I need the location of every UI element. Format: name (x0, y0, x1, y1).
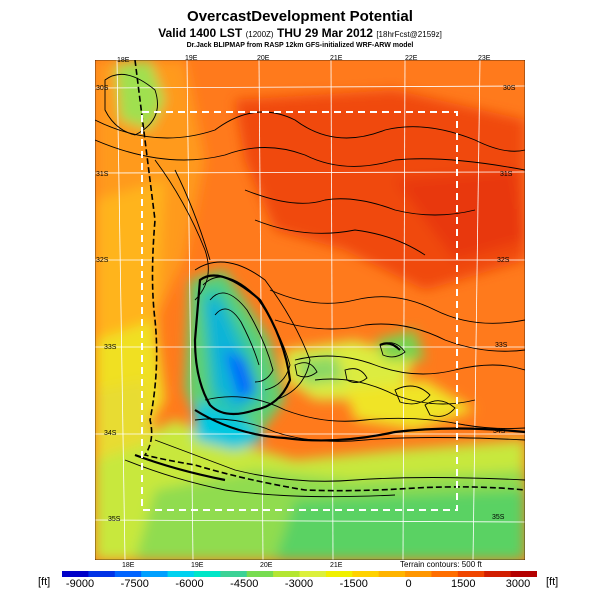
map-title: OvercastDevelopment Potential (187, 8, 413, 25)
forecast-map (95, 60, 525, 560)
lat-label-left-34s: 34S (104, 430, 117, 437)
lon-label-top-20e: 20E (257, 55, 270, 62)
lon-label-top-23e: 23E (478, 55, 491, 62)
inner-domain-box (141, 111, 458, 511)
colorbar-unit-right: [ft] (546, 576, 559, 588)
lon-label-top-19e: 19E (185, 55, 198, 62)
coastline (134, 60, 525, 492)
colorbar-unit-left: [ft] (38, 576, 51, 588)
valid-date: THU 29 Mar 2012 (276, 26, 373, 40)
colorbar-tick-label: 3000 (505, 578, 531, 590)
lon-label-bottom-20e: 20E (260, 562, 273, 569)
lat-label-right-34s: 34S (493, 428, 506, 435)
zero-contour (134, 274, 525, 482)
lat-label-left-32s: 32S (96, 257, 109, 264)
colorbar-swatch (431, 571, 459, 577)
lon-label-bottom-18e: 18E (122, 562, 135, 569)
colorbar-swatch (273, 571, 300, 577)
colorbar-swatch (405, 571, 432, 577)
colorbar-swatch (167, 571, 195, 577)
lon-label-top-22e: 22E (405, 55, 418, 62)
colorbar-swatch (484, 571, 512, 577)
colorbar-swatch (457, 571, 485, 577)
colorbar-swatch (114, 571, 142, 577)
valid-time: Valid 1400 LST (158, 26, 243, 40)
lon-label-bottom-19e: 19E (191, 562, 204, 569)
colorbar-swatch (378, 571, 406, 577)
lat-label-right-32s: 32S (497, 257, 510, 264)
colorbar-swatch (325, 571, 353, 577)
colorbar-tick-label: -7500 (120, 578, 149, 590)
forecast-info: [18hrFcst@2159z] (376, 30, 442, 39)
colorbar-tick-label: -9000 (65, 578, 95, 590)
colorbar-swatch (62, 571, 89, 577)
colorbar-tick-label: -6000 (175, 578, 204, 590)
colorbar-swatch (510, 571, 537, 577)
valid-time-utc: (1200Z) (245, 30, 274, 39)
lon-label-top-18e: 18E (117, 57, 130, 64)
lat-label-left-35s: 35S (108, 516, 121, 523)
lat-label-right-35s: 35S (492, 514, 505, 521)
lat-label-right-33s: 33S (495, 342, 508, 349)
colorbar-swatch (141, 571, 169, 577)
colorbar-swatch (193, 571, 221, 577)
colorbar-swatch (246, 571, 274, 577)
terrain-contours-note: Terrain contours: 500 ft (400, 560, 482, 569)
lon-label-top-21e: 21E (330, 55, 343, 62)
lat-lon-grid (95, 60, 525, 560)
valid-time-subtitle: Valid 1400 LST (1200Z) THU 29 Mar 2012 [… (0, 26, 600, 40)
model-credit: Dr.Jack BLIPMAP from RASP 12km GFS-initi… (186, 42, 414, 49)
colorbar-swatch (88, 571, 116, 577)
colorbar-swatch (299, 571, 327, 577)
lat-label-right-31s: 31S (500, 171, 513, 178)
colorbar-swatch (220, 571, 248, 577)
colorbar-swatch (352, 571, 380, 577)
lat-label-left-30s: 30S (96, 85, 109, 92)
colorbar-tick-label: -3000 (284, 578, 314, 590)
overcast-field (95, 60, 525, 560)
lat-label-left-33s: 33S (104, 344, 117, 351)
colorbar-tick-label: 0 (405, 578, 412, 590)
lat-label-left-31s: 31S (96, 171, 109, 178)
lon-label-bottom-21e: 21E (330, 562, 343, 569)
colorbar-tick-label: -4500 (230, 578, 259, 590)
colorbar-tick-label: 1500 (451, 578, 476, 590)
colorbar (62, 571, 537, 577)
lat-label-right-30s: 30S (503, 85, 516, 92)
colorbar-tick-label: -1500 (339, 578, 368, 590)
